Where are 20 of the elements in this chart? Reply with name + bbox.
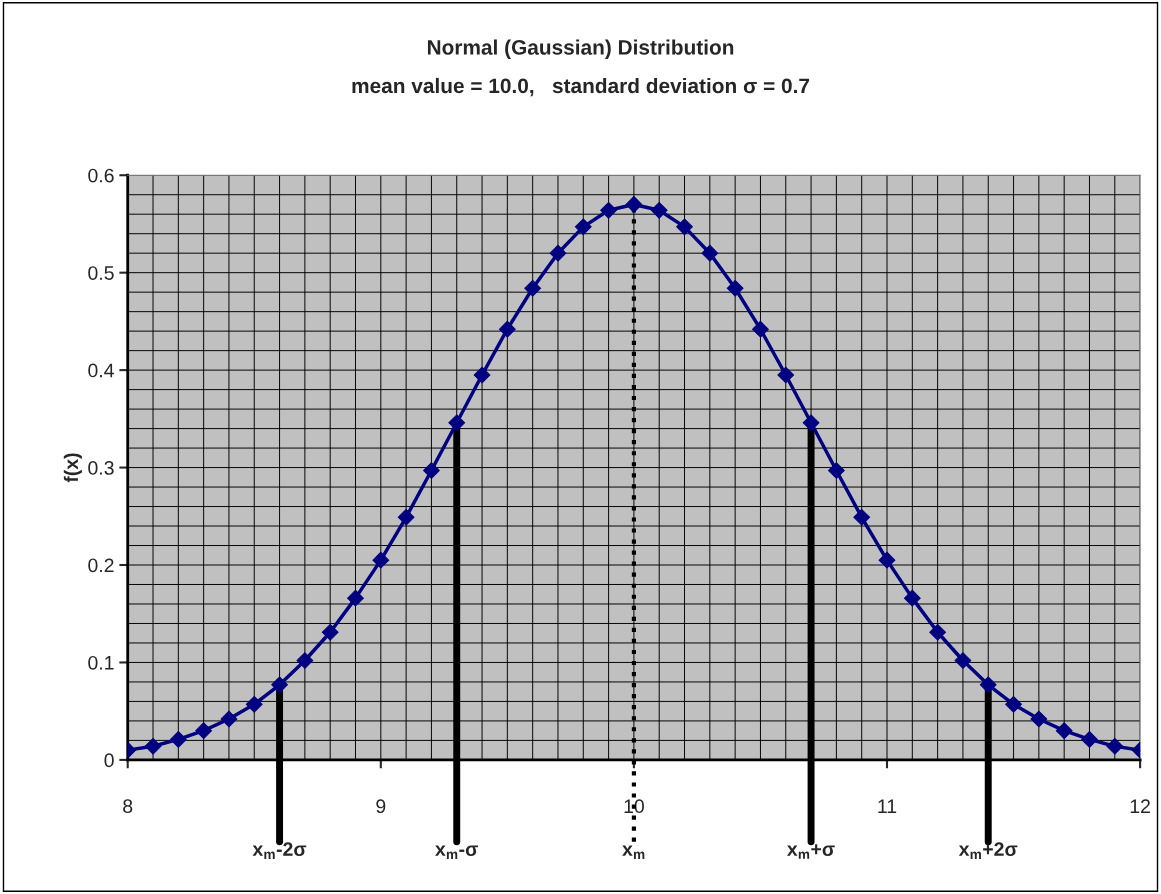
y-tick-label: 0.1: [88, 655, 114, 670]
ref-line-label: x$_{m}$: [622, 845, 645, 859]
y-tick-label: 0.3: [88, 461, 114, 475]
chart-subtitle: mean value = 10.0, standard deviation σ = 0.7: [352, 77, 810, 97]
ref-line-label: x$_{m}$-2σ: [252, 842, 307, 859]
y-axis-title: f(x): [63, 453, 82, 483]
y-tick-label: 0.5: [88, 266, 114, 280]
x-tick-label: 12: [1130, 799, 1150, 813]
y-tick-label: 0.2: [88, 558, 114, 573]
x-tick-label: 10: [624, 799, 644, 814]
x-tick-label: 8: [123, 799, 133, 814]
chart-title: Normal (Gaussian) Distribution: [427, 39, 734, 59]
y-tick-label: 0.4: [88, 363, 114, 378]
x-tick-label: 11: [878, 799, 897, 813]
ref-line-label: x$_{m}$+σ: [787, 844, 835, 859]
ref-line-label: x$_{m}$-σ: [435, 845, 478, 859]
x-tick-label: 9: [376, 799, 386, 814]
y-tick-label: 0.6: [88, 168, 114, 183]
ref-line-label: x$_{m}$+2σ: [958, 842, 1018, 859]
y-tick-label: 0: [104, 753, 114, 768]
